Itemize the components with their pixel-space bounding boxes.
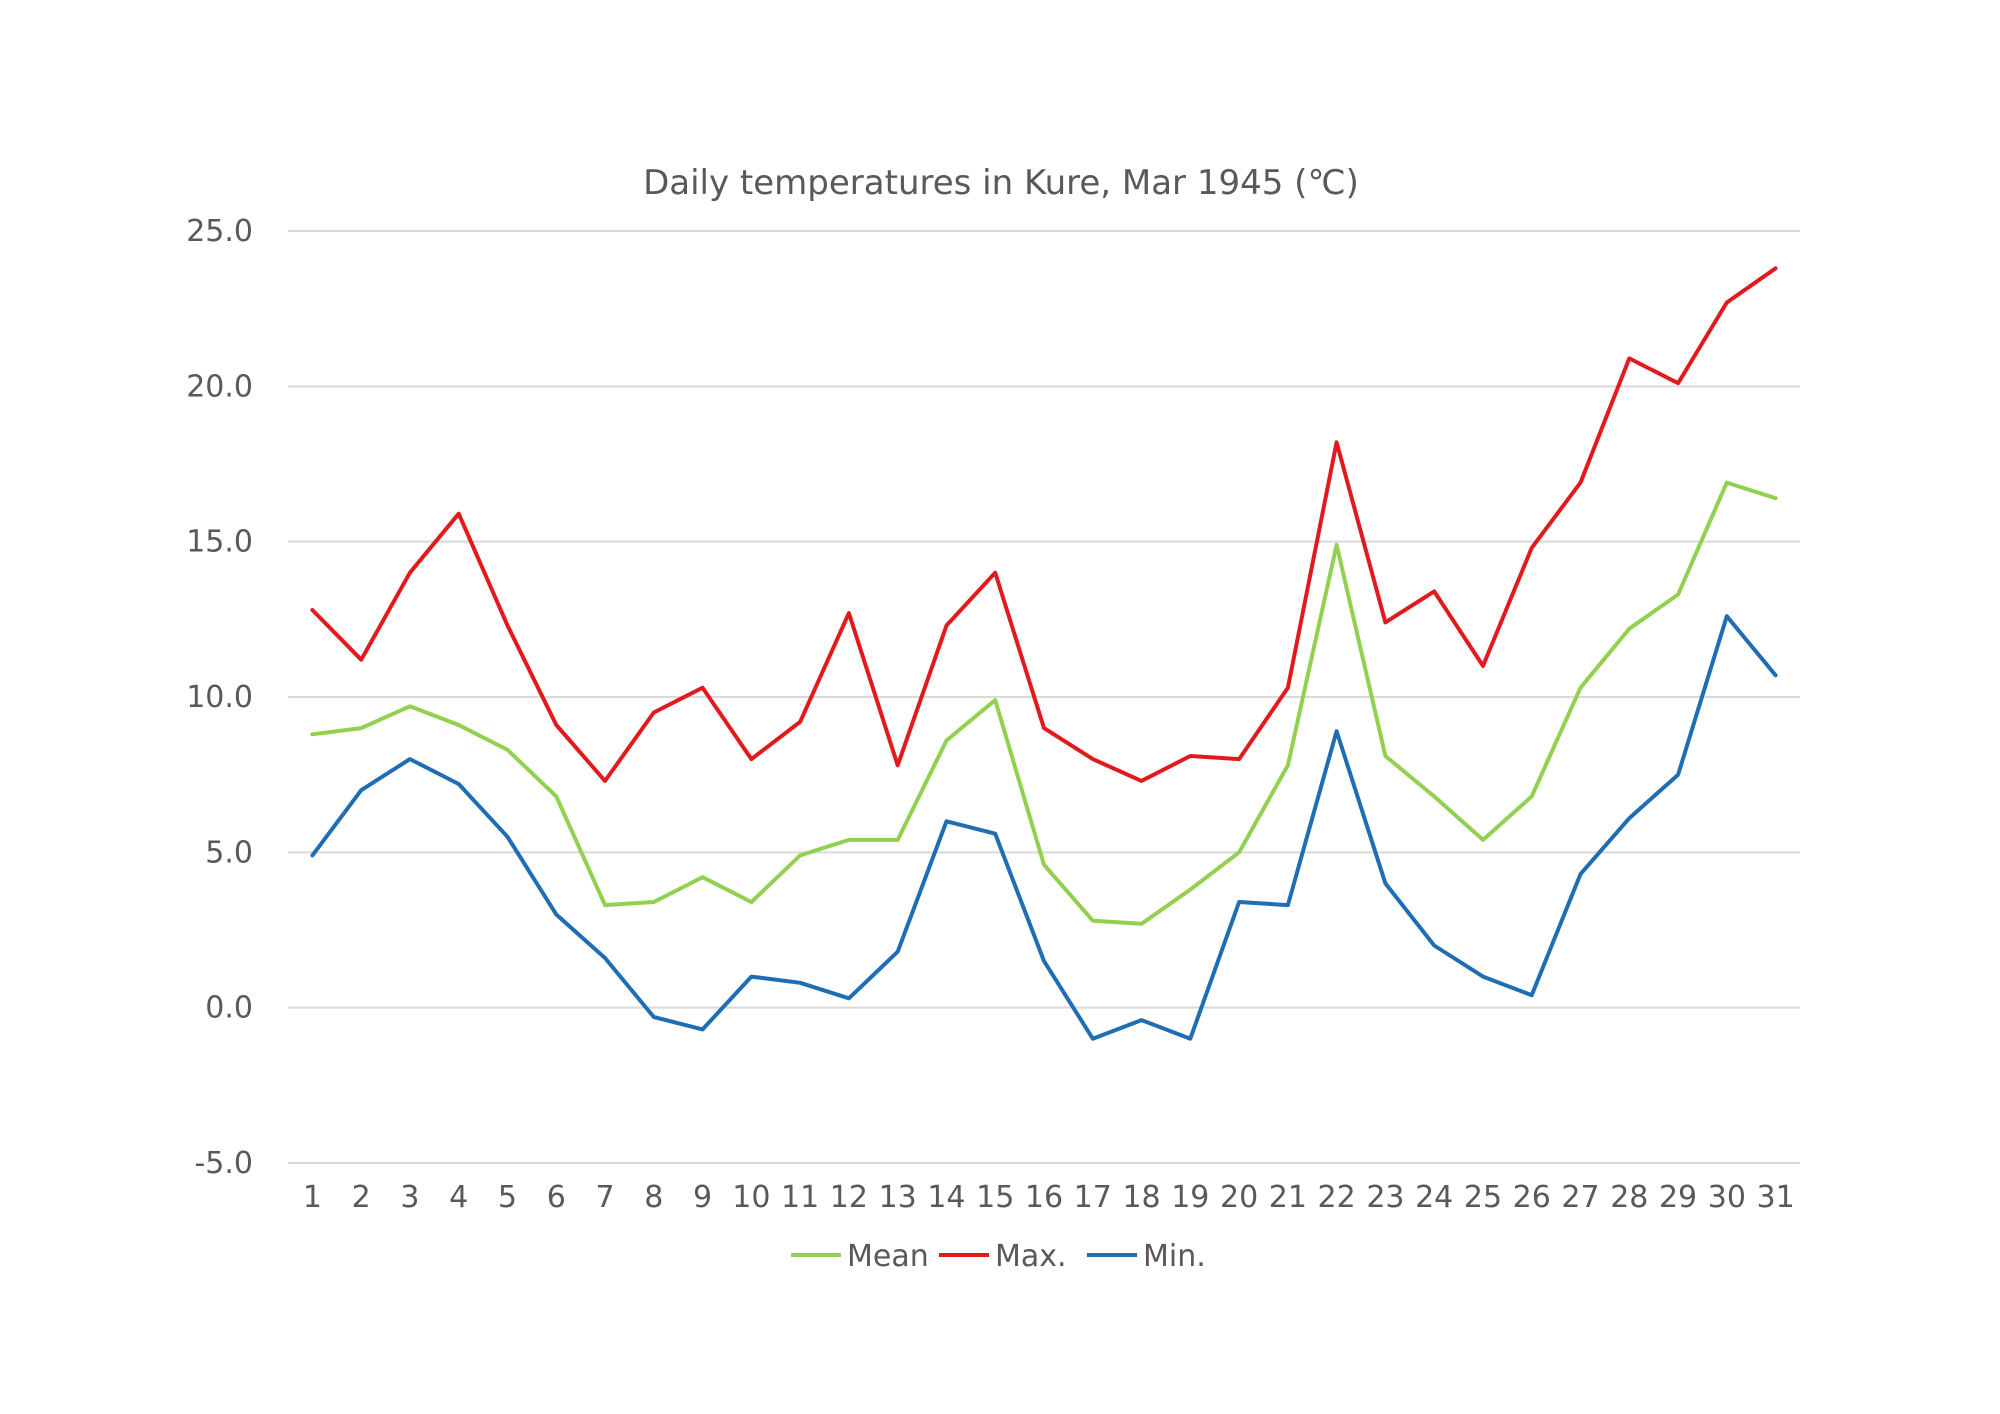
x-tick-label: 22 (1318, 1180, 1356, 1215)
y-axis-tick-labels: -5.0 0.0 5.0 10.0 15.0 20.0 25.0 (186, 214, 253, 1181)
legend: Mean Max. Min. (791, 1239, 1206, 1274)
chart-title: Daily temperatures in Kure, Mar 1945 (℃) (643, 163, 1359, 203)
x-tick-label: 9 (693, 1180, 712, 1215)
x-tick-label: 16 (1025, 1180, 1063, 1215)
series-line-mean (310, 480, 1778, 926)
x-tick-label: 5 (498, 1180, 517, 1215)
x-tick-label: 17 (1074, 1180, 1112, 1215)
x-tick-label: 23 (1366, 1180, 1404, 1215)
series-line-max (310, 266, 1778, 783)
x-tick-label: 28 (1610, 1180, 1648, 1215)
legend-label-max: Max. (995, 1239, 1067, 1274)
y-tick-label: 25.0 (186, 214, 253, 249)
y-tick-label: 5.0 (205, 835, 253, 870)
gridlines (288, 230, 1800, 1164)
x-tick-label: 31 (1757, 1180, 1795, 1215)
series-line-min (310, 614, 1778, 1041)
x-tick-label: 6 (547, 1180, 566, 1215)
x-tick-label: 8 (644, 1180, 663, 1215)
legend-label-min: Min. (1143, 1239, 1206, 1274)
x-tick-label: 21 (1269, 1180, 1307, 1215)
x-tick-label: 12 (830, 1180, 868, 1215)
x-tick-label: 18 (1122, 1180, 1160, 1215)
x-tick-label: 7 (595, 1180, 614, 1215)
x-tick-label: 15 (976, 1180, 1014, 1215)
y-tick-label: -5.0 (194, 1146, 253, 1181)
x-axis-tick-labels: 1 2 3 4 5 6 7 8 9 10 11 12 13 14 15 16 17 18 19 20 21 22 23 24 2… (303, 1180, 1795, 1215)
x-tick-label: 26 (1513, 1180, 1551, 1215)
x-tick-label: 27 (1561, 1180, 1599, 1215)
x-tick-label: 10 (732, 1180, 770, 1215)
x-tick-label: 29 (1659, 1180, 1697, 1215)
series-lines (310, 266, 1778, 1041)
x-tick-label: 19 (1171, 1180, 1209, 1215)
x-tick-label: 30 (1708, 1180, 1746, 1215)
y-tick-label: 20.0 (186, 369, 253, 404)
x-tick-label: 4 (449, 1180, 468, 1215)
x-tick-label: 25 (1464, 1180, 1502, 1215)
x-tick-label: 13 (879, 1180, 917, 1215)
x-tick-label: 3 (400, 1180, 419, 1215)
x-tick-label: 11 (781, 1180, 819, 1215)
x-tick-label: 1 (303, 1180, 322, 1215)
y-tick-label: 10.0 (186, 680, 253, 715)
x-tick-label: 14 (927, 1180, 965, 1215)
x-tick-label: 20 (1220, 1180, 1258, 1215)
legend-label-mean: Mean (847, 1239, 929, 1274)
y-tick-label: 15.0 (186, 525, 253, 560)
x-tick-label: 2 (352, 1180, 371, 1215)
y-tick-label: 0.0 (205, 991, 253, 1026)
x-tick-label: 24 (1415, 1180, 1453, 1215)
